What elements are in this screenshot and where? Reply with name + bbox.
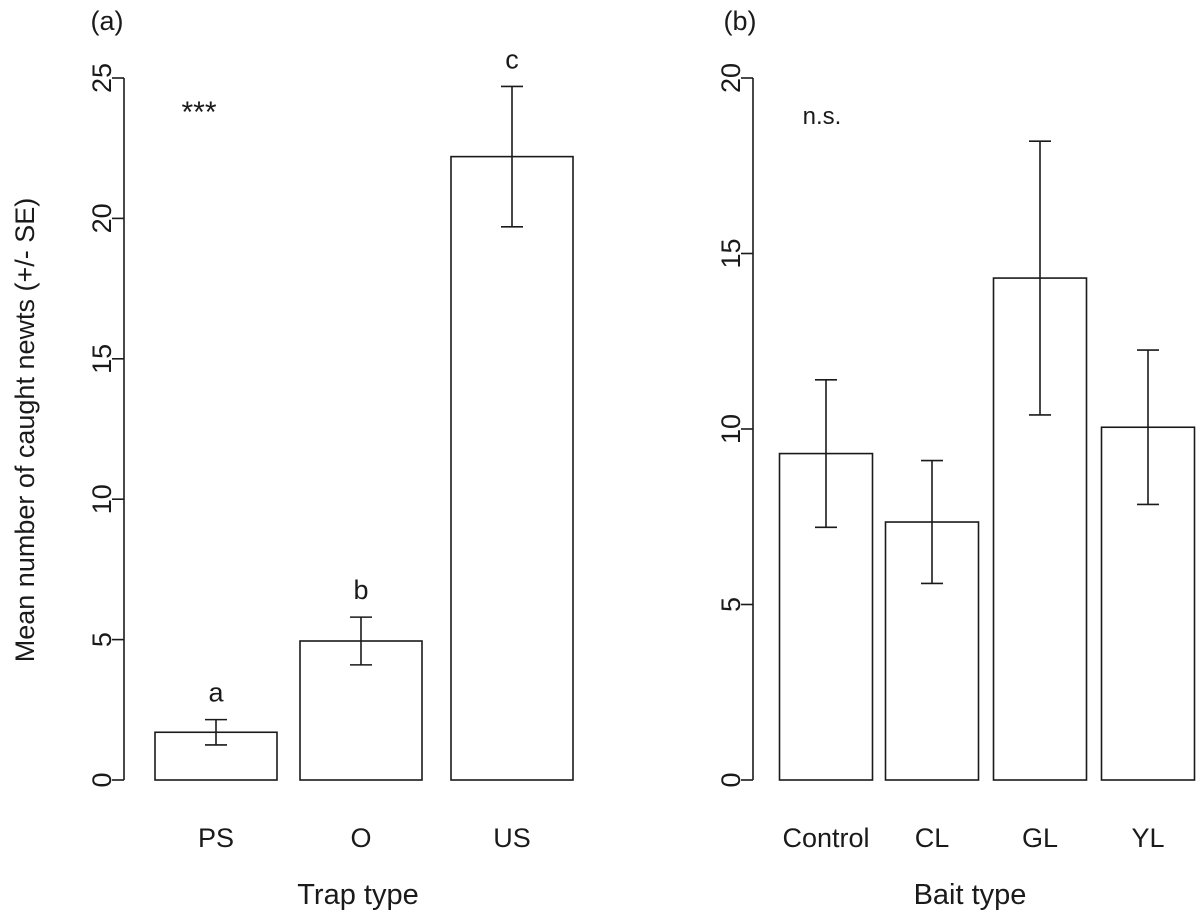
- y-tick-label-a-1: 5: [87, 632, 117, 647]
- category-label-a-PS: PS: [198, 823, 234, 853]
- y-tick-label-a-0: 0: [87, 772, 117, 787]
- y-tick-label-a-3: 15: [87, 344, 117, 374]
- panel-a: (a) *** Mean number of caught newts (+/-…: [10, 6, 574, 911]
- category-label-b-Control: Control: [782, 823, 869, 853]
- y-tick-label-a-5: 25: [87, 63, 117, 93]
- group-letter-a-O: b: [353, 575, 368, 605]
- bar-a-US: [450, 155, 574, 781]
- y-tick-label-b-2: 10: [716, 414, 746, 444]
- y-tick-label-b-1: 5: [716, 597, 746, 612]
- y-tick-label-a-2: 10: [87, 484, 117, 514]
- panel-label-a: (a): [91, 6, 124, 36]
- group-letter-a-US: c: [505, 44, 519, 74]
- category-label-a-O: O: [350, 823, 371, 853]
- category-label-a-US: US: [493, 823, 531, 853]
- y-tick-label-b-0: 0: [716, 772, 746, 787]
- category-label-b-CL: CL: [915, 823, 950, 853]
- significance-mark-b: n.s.: [803, 103, 842, 130]
- y-axis-label: Mean number of caught newts (+/- SE): [10, 198, 40, 662]
- panel-b: (b) n.s. Bait type 0 5 10 15 20 Control CL GL YL: [716, 6, 1196, 911]
- x-axis-label-a: Trap type: [297, 879, 418, 911]
- y-tick-label-b-4: 20: [716, 63, 746, 93]
- y-tick-label-b-3: 15: [716, 238, 746, 268]
- panel-label-b: (b): [724, 6, 757, 36]
- category-label-b-YL: YL: [1131, 823, 1164, 853]
- y-tick-label-a-4: 20: [87, 203, 117, 233]
- significance-mark-a: ***: [181, 96, 216, 129]
- x-axis-label-b: Bait type: [914, 879, 1027, 911]
- group-letter-a-PS: a: [208, 678, 224, 708]
- category-label-b-GL: GL: [1022, 823, 1058, 853]
